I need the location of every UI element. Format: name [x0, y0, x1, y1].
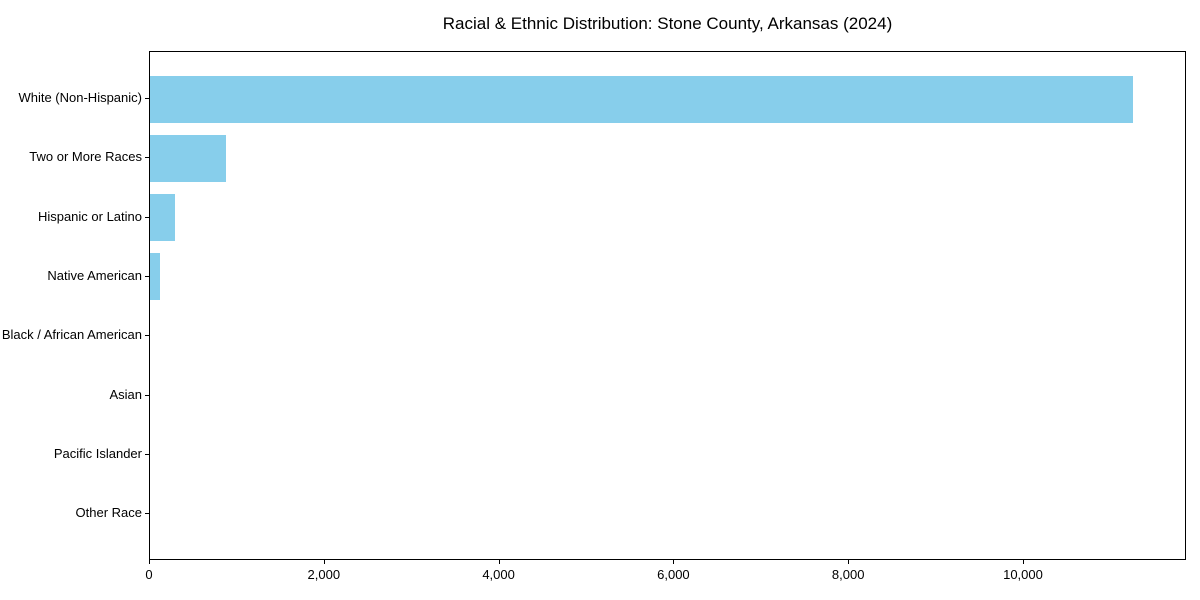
bar-hispanic-or-latino: [150, 194, 176, 242]
plot-area: [149, 51, 1186, 560]
x-tick-mark: [149, 560, 150, 564]
x-tick-label-6000: 6,000: [657, 567, 690, 582]
y-tick-mark: [145, 157, 149, 159]
y-tick-mark: [145, 216, 149, 218]
x-tick-label-0: 0: [145, 567, 153, 582]
bar-native-american: [150, 253, 161, 301]
y-tick-label-native-american: Native American: [47, 267, 142, 283]
x-tick-label-8000: 8,000: [831, 567, 865, 582]
y-tick-label-black-african-american: Black / African American: [1, 327, 142, 343]
y-tick-label-asian: Asian: [109, 386, 142, 402]
y-tick-label-two-or-more-races: Two or More Races: [29, 149, 142, 165]
y-tick-mark: [145, 513, 149, 515]
x-tick-mark: [673, 560, 675, 564]
y-tick-label-hispanic-or-latino: Hispanic or Latino: [37, 208, 142, 224]
x-tick-label-4000: 4,000: [482, 567, 515, 582]
x-tick-mark: [323, 560, 325, 564]
y-tick-label-white-non-hispanic: White (Non-Hispanic): [18, 90, 142, 105]
x-tick-mark: [1022, 560, 1024, 564]
x-tick-mark: [848, 560, 850, 564]
y-tick-label-pacific-islander: Pacific Islander: [53, 445, 142, 461]
chart-title: Racial & Ethnic Distribution: Stone Coun…: [442, 14, 893, 33]
bar-white-non-hispanic: [150, 75, 1134, 123]
x-tick-mark: [498, 560, 500, 564]
y-tick-mark: [145, 453, 149, 455]
y-tick-mark: [145, 275, 149, 277]
y-tick-mark: [145, 394, 149, 396]
y-tick-label-other-race: Other Race: [75, 505, 142, 521]
x-tick-label-10000: 10,000: [1003, 567, 1043, 582]
bar-two-or-more-races: [150, 134, 226, 182]
x-tick-label-2000: 2,000: [307, 567, 341, 582]
y-tick-mark: [145, 335, 149, 337]
y-tick-mark: [145, 98, 149, 99]
